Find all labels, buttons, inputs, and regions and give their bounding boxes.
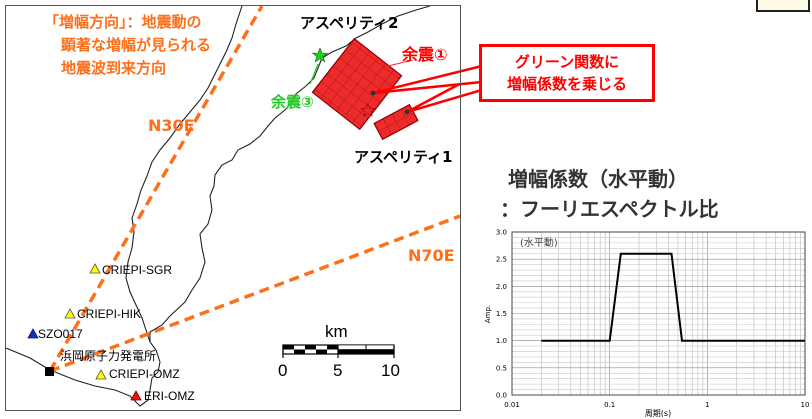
station-hik-label: CRIEPI-HIK — [77, 307, 142, 321]
chart-xtick-label: 0.1 — [604, 401, 615, 409]
direction-note-line1: 「増幅方向」：地震動の — [44, 13, 202, 31]
coastline — [6, 6, 431, 407]
aftershock-3-star — [311, 47, 329, 63]
scale-unit: km — [325, 322, 348, 341]
scale-tick-5: 5 — [333, 361, 343, 380]
chart-note: (水平動) — [520, 236, 558, 249]
station-sgr-label: CRIEPI-SGR — [102, 263, 173, 277]
chart-plot-area — [511, 231, 806, 396]
chart-series-line — [541, 252, 805, 342]
chart-ylabel: Amp. — [484, 305, 492, 323]
aftershock-1-label: 余震① — [402, 45, 448, 64]
n70e-label: N70E — [408, 246, 455, 265]
asperity-2-label: アスペリティ2 — [300, 14, 399, 32]
chart-grid — [511, 231, 805, 396]
scale-tick-0: 0 — [278, 361, 288, 380]
legend-box-corner — [756, 0, 810, 12]
scale-bar — [282, 344, 395, 358]
asperity-1-label: アスペリティ1 — [354, 148, 453, 166]
aftershock-3-leader — [309, 63, 319, 85]
direction-note-line2: 顕著な増幅が見られる — [61, 36, 212, 54]
station-szo-label: SZO017 — [38, 327, 83, 341]
chart-xtick-label: 0.01 — [504, 401, 520, 409]
chart-xtick-label: 10 — [801, 401, 810, 409]
plant-label: 浜岡原子力発電所 — [60, 349, 157, 363]
n30e-direction-line — [48, 6, 264, 372]
chart-title-line1: 増幅係数（水平動） — [508, 167, 688, 191]
station-omz-triangle — [95, 369, 107, 380]
chart-ytick-label: 2.5 — [496, 256, 507, 264]
station-hik-triangle — [64, 308, 76, 319]
callout-line1: グリーン関数に — [514, 53, 620, 71]
station-eri-triangle — [130, 390, 142, 401]
direction-note-line3: 地震波到来方向 — [61, 59, 167, 77]
plant-square — [45, 367, 54, 376]
river-line — [125, 6, 243, 343]
green-function-callout: グリーン関数に 増幅係数を乗じる — [479, 44, 655, 102]
chart-ytick-label: 3.0 — [496, 229, 507, 237]
chart-ytick-label: 1.0 — [496, 337, 507, 345]
chart-title-line2: ：フーリエスペクトル比 — [500, 197, 719, 221]
chart-ytick-label: 1.5 — [496, 310, 507, 318]
callout-line2: 増幅係数を乗じる — [506, 75, 627, 93]
chart-ytick-label: 0.0 — [496, 392, 507, 400]
aftershock-1-leader — [387, 59, 414, 67]
aftershock-3-label: 余震③ — [271, 93, 314, 111]
n30e-label: N30E — [148, 116, 195, 135]
n70e-direction-line — [49, 214, 460, 373]
chart-xtick-label: 1 — [705, 401, 709, 409]
scale-tick-10: 10 — [381, 361, 400, 380]
station-sgr-triangle — [89, 263, 101, 274]
chart-ytick-label: 0.5 — [496, 364, 507, 372]
station-omz-label: CRIEPI-OMZ — [109, 367, 180, 381]
map-frame — [5, 5, 461, 411]
chart-ytick-label: 2.0 — [496, 283, 507, 291]
aftershock-1-star — [360, 103, 376, 117]
station-eri-label: ERI-OMZ — [144, 389, 195, 403]
station-szo-triangle — [27, 328, 39, 339]
asperity-2-fault-plane — [311, 37, 403, 131]
chart-xlabel: 周期(s) — [645, 409, 671, 418]
